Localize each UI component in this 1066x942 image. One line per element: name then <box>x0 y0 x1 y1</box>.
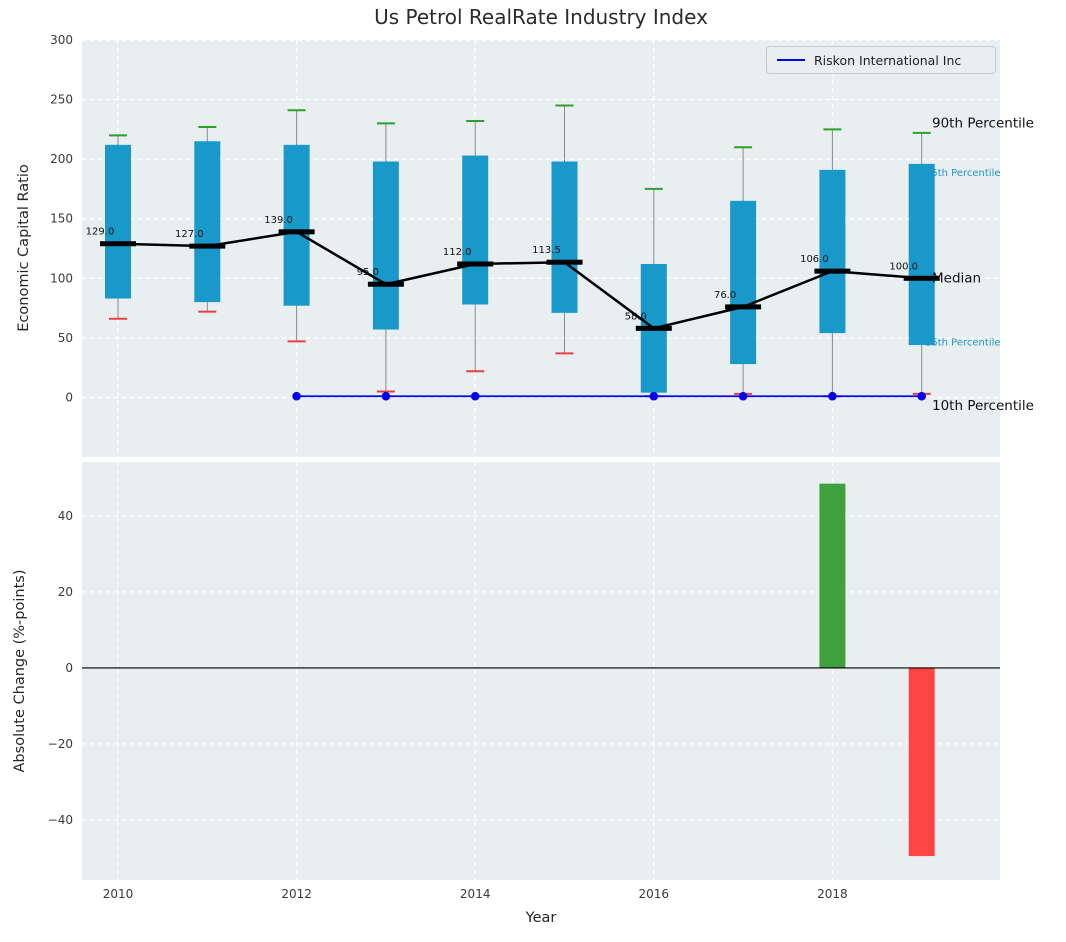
median-value-label-2013: 95.0 <box>357 267 379 278</box>
median-marker-2010 <box>100 241 136 247</box>
legend: Riskon International Inc <box>766 46 996 74</box>
median-marker-2019 <box>903 275 940 281</box>
median-marker-2018 <box>814 268 851 274</box>
change-bar-2019 <box>908 667 935 857</box>
tick-label: 0 <box>65 661 73 675</box>
median-value-label-2017: 76.0 <box>714 290 736 301</box>
legend-line-sample <box>777 59 805 61</box>
tick-label: 40 <box>58 509 73 523</box>
bottom-axes-bg <box>82 462 1000 880</box>
top-axes-bg <box>82 40 1000 457</box>
median-value-label-2010: 129.0 <box>86 227 115 238</box>
bottom-y-axis-label: Absolute Change (%-points) <box>12 569 28 773</box>
company-marker-2019 <box>917 391 926 401</box>
company-marker-2017 <box>738 391 748 401</box>
tick-label: 2012 <box>281 887 312 901</box>
iqr-box-2018 <box>819 169 846 334</box>
median-value-label-2018: 106.0 <box>800 254 829 265</box>
company-marker-2013 <box>381 391 391 401</box>
legend-label: Riskon International Inc <box>814 52 962 68</box>
tick-label: 2014 <box>460 887 491 901</box>
annotation-median: Median <box>932 270 981 286</box>
median-value-label-2012: 139.0 <box>264 215 293 226</box>
annotation-90th-percentile: 90th Percentile <box>932 115 1034 131</box>
tick-label: 250 <box>50 93 73 107</box>
company-marker-2012 <box>292 391 301 401</box>
median-marker-2013 <box>367 281 404 287</box>
median-marker-2011 <box>189 243 226 249</box>
median-value-label-2015: 113.5 <box>532 245 561 256</box>
tick-label: 2018 <box>817 887 848 901</box>
tick-label: 200 <box>50 152 73 166</box>
tick-label: 2016 <box>639 887 670 901</box>
company-marker-2016 <box>649 391 659 401</box>
iqr-box-2013 <box>372 161 399 330</box>
tick-label: −40 <box>48 813 73 827</box>
median-marker-2012 <box>278 229 315 235</box>
iqr-box-2014 <box>462 155 489 305</box>
tick-label: −20 <box>48 737 73 751</box>
median-marker-2014 <box>457 261 494 267</box>
chart-title: Us Petrol RealRate Industry Index <box>374 5 708 29</box>
median-marker-2016 <box>635 325 672 331</box>
median-marker-2015 <box>546 259 583 265</box>
annotation-25th-percentile: 25th Percentile <box>925 337 1001 348</box>
iqr-box-2010 <box>105 144 131 299</box>
iqr-box-2012 <box>283 144 310 306</box>
annotation-75th-percentile: 75th Percentile <box>925 168 1001 179</box>
top-y-axis-label: Economic Capital Ratio <box>16 164 32 332</box>
median-marker-2017 <box>725 304 762 310</box>
tick-label: 300 <box>50 33 73 47</box>
tick-label: 150 <box>50 212 73 226</box>
company-marker-2018 <box>828 391 837 401</box>
iqr-box-2011 <box>194 141 221 303</box>
median-value-label-2019: 100.0 <box>889 261 918 272</box>
tick-label: 0 <box>65 390 73 404</box>
iqr-box-2015 <box>551 161 578 313</box>
annotation-10th-percentile: 10th Percentile <box>932 398 1034 414</box>
tick-label: 100 <box>50 271 73 285</box>
median-value-label-2014: 112.0 <box>443 247 472 258</box>
x-axis-label: Year <box>525 910 557 926</box>
median-line <box>117 230 922 330</box>
company-marker-2014 <box>470 391 480 401</box>
tick-label: 20 <box>58 585 73 599</box>
tick-label: 2010 <box>103 887 134 901</box>
median-value-label-2016: 58.0 <box>625 311 647 322</box>
iqr-box-2019 <box>908 163 935 346</box>
change-bar-2018 <box>819 483 846 668</box>
tick-label: 50 <box>58 331 73 345</box>
median-value-label-2011: 127.0 <box>175 229 204 240</box>
iqr-box-2017 <box>730 200 757 365</box>
